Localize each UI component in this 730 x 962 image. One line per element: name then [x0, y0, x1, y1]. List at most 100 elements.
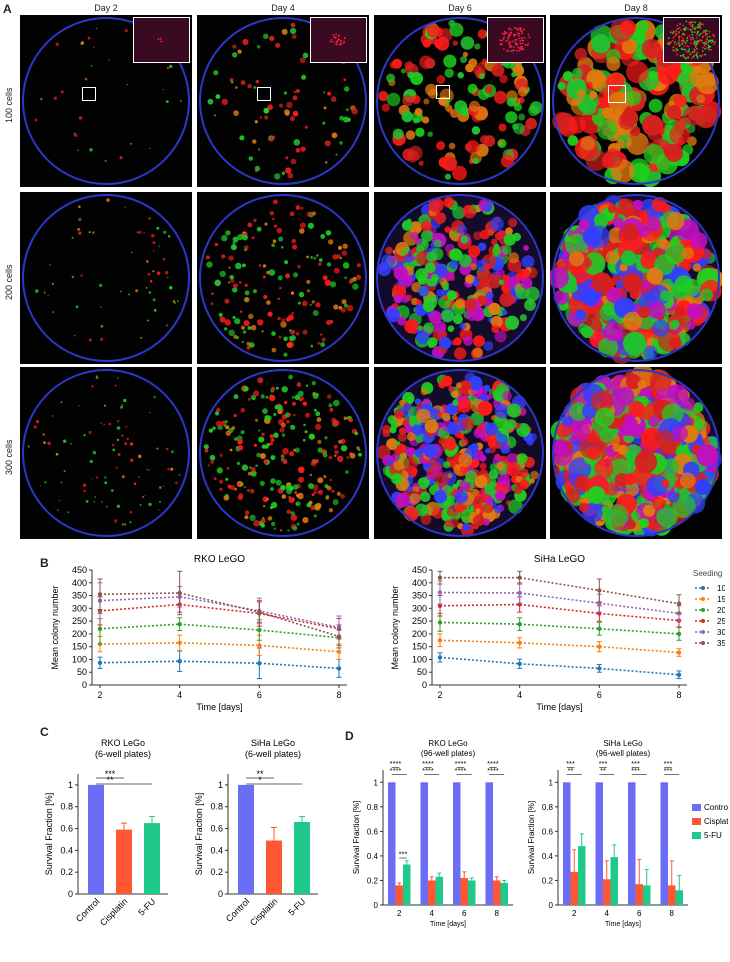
legend-marker [701, 597, 705, 601]
y-tick-label: 0.6 [542, 827, 554, 836]
bar [578, 846, 586, 905]
bar [660, 782, 668, 905]
chart-subtitle: (6-well plates) [245, 749, 301, 759]
sig-label: **** [422, 766, 434, 775]
series-line [439, 591, 680, 615]
y-tick-label: 200 [72, 629, 87, 639]
data-point [177, 621, 182, 627]
y-tick-label: 50 [77, 667, 87, 677]
data-point [257, 627, 262, 633]
bar [643, 885, 651, 905]
sig-label: *** [631, 766, 640, 775]
y-tick-label: 0 [374, 901, 379, 910]
day-label-1: Day 2 [94, 3, 118, 13]
y-tick-label: 0.6 [367, 827, 379, 836]
data-point [597, 644, 602, 649]
well-image [550, 15, 722, 187]
sig-label: *** [566, 759, 575, 768]
y-tick-label: 0.2 [210, 867, 223, 877]
sig-label: *** [664, 759, 673, 768]
well-image [20, 15, 192, 187]
legend-label: 100 [717, 584, 725, 593]
bar [420, 782, 428, 905]
data-point [336, 634, 342, 639]
y-axis-label: Survival Fraction [%] [527, 801, 536, 874]
legend-marker [701, 586, 705, 590]
bar [563, 782, 571, 905]
y-tick-label: 0.4 [210, 845, 223, 855]
well-image [197, 367, 369, 539]
selection-box [436, 85, 450, 99]
data-point [97, 626, 103, 631]
sig-label: *** [664, 766, 673, 775]
bar [610, 857, 618, 905]
data-point [177, 590, 182, 596]
x-tick-label: 8 [670, 909, 675, 918]
x-tick-label: 6 [597, 690, 602, 700]
data-point [676, 672, 682, 677]
bar [628, 782, 636, 905]
day-label-2: Day 4 [271, 3, 295, 13]
sig-label: **** [455, 759, 467, 768]
siha-colony-line-chart: SiHa LeGO 0 50 100 150 200 250 300 350 400 450 2 4 6 8… [390, 554, 725, 712]
y-tick-label: 0.6 [60, 824, 73, 834]
bar [428, 880, 436, 905]
y-tick-label: 400 [72, 578, 87, 588]
well-image [550, 367, 722, 539]
y-tick-label: 150 [412, 642, 427, 652]
bar [403, 864, 411, 905]
sig-label: **** [422, 759, 434, 768]
y-tick-label: 450 [412, 565, 427, 575]
data-point [336, 666, 342, 671]
data-point [257, 609, 262, 615]
bar [116, 829, 132, 894]
data-point [517, 575, 522, 580]
sig-label: ** [106, 775, 114, 785]
y-tick-label: 0 [218, 889, 223, 899]
bar [238, 784, 254, 894]
y-tick-label: 450 [72, 565, 87, 575]
y-tick-label: 0.2 [542, 876, 554, 885]
well-image [374, 15, 546, 187]
legend-swatch [692, 804, 701, 811]
sig-label: **** [487, 759, 499, 768]
selection-box [257, 87, 271, 101]
data-point [437, 620, 443, 625]
y-tick-label: 0 [549, 901, 554, 910]
sig-label: **** [487, 766, 499, 775]
x-tick-label: 5-FU [136, 896, 157, 917]
chart-subtitle: (6-well plates) [95, 749, 151, 759]
data-point [517, 661, 522, 666]
y-tick-label: 1 [68, 780, 73, 790]
y-tick-label: 0.8 [542, 803, 554, 812]
legend-label: 300 [717, 628, 725, 637]
well-image [20, 367, 192, 539]
day-label-4: Day 8 [624, 3, 648, 13]
y-tick-label: 50 [417, 667, 427, 677]
zoom-inset [663, 17, 720, 63]
sig-label: *** [105, 769, 116, 779]
series-line [439, 621, 680, 635]
legend-label: Control [704, 803, 728, 812]
chart-subtitle: (96-well plates) [421, 749, 476, 758]
row-label-1: 100 cells [4, 87, 14, 123]
data-point [517, 621, 522, 627]
y-axis-label: Survival Fraction [%] [44, 793, 54, 876]
y-tick-label: 1 [549, 778, 554, 787]
data-point [517, 640, 522, 646]
rko-96well-bar-chart: RKO LeGo(96-well plates) 0 0.2 0.4 0.6 0.8 1 Su… [352, 739, 513, 928]
bar [493, 880, 501, 905]
data-point [676, 601, 682, 606]
data-point [517, 590, 522, 596]
legend-swatch [692, 832, 701, 839]
rko-colony-line-chart: RKO LeGO 0 50 100 150 200 250 300 350 400 450 2 4 6 8 T… [50, 554, 347, 712]
chart-title: SiHa LeGO [534, 554, 585, 565]
bar [595, 782, 603, 905]
bar [500, 882, 508, 905]
series-line [439, 639, 680, 654]
data-point [257, 661, 262, 666]
y-tick-label: 0.8 [367, 803, 379, 812]
chart-title: SiHa LeGo [603, 739, 643, 748]
x-tick-label: 2 [97, 690, 102, 700]
y-tick-label: 0.6 [210, 824, 223, 834]
